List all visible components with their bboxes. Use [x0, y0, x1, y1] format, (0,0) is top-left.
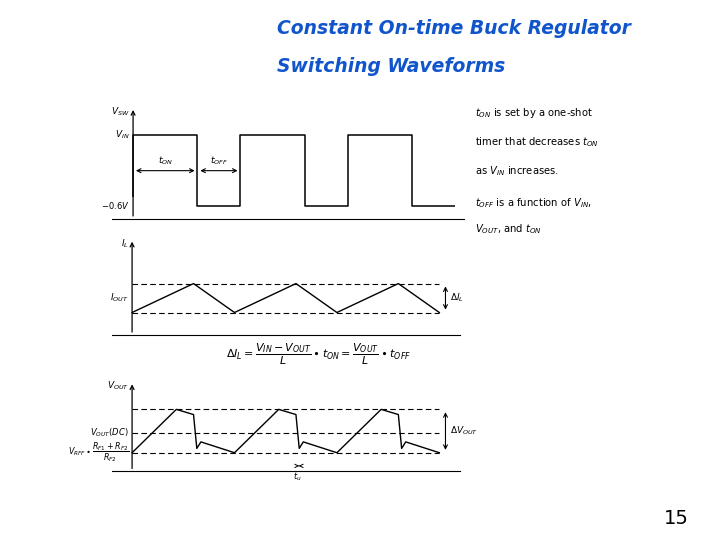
Text: $I_L$: $I_L$ — [121, 238, 129, 250]
Text: $\Delta I_L$: $\Delta I_L$ — [451, 292, 464, 304]
Text: $V_{OUT}$, and $t_{ON}$: $V_{OUT}$, and $t_{ON}$ — [475, 222, 542, 237]
Text: $t_{OFF}$: $t_{OFF}$ — [210, 154, 228, 167]
Text: $V_{RFF} \bullet \dfrac{R_{F1}+R_{F2}}{R_{F2}}$: $V_{RFF} \bullet \dfrac{R_{F1}+R_{F2}}{R… — [68, 441, 129, 464]
Text: $V_{OUT}$: $V_{OUT}$ — [107, 380, 129, 393]
Text: 15: 15 — [663, 509, 688, 528]
Text: timer that decreases $t_{ON}$: timer that decreases $t_{ON}$ — [475, 135, 599, 149]
Text: $V_{SW}$: $V_{SW}$ — [111, 105, 130, 118]
Text: Switching Waveforms: Switching Waveforms — [277, 57, 505, 76]
Text: $I_{OUT}$: $I_{OUT}$ — [110, 292, 129, 304]
Text: $\Delta V_{OUT}$: $\Delta V_{OUT}$ — [451, 425, 479, 437]
Text: $V_{IN}$: $V_{IN}$ — [115, 129, 130, 141]
Text: $t_{OFF}$ is a function of $V_{IN}$,: $t_{OFF}$ is a function of $V_{IN}$, — [475, 195, 592, 210]
Text: $t_{ON}$ is set by a one-shot: $t_{ON}$ is set by a one-shot — [475, 106, 593, 120]
Text: $t_{ON}$: $t_{ON}$ — [158, 154, 173, 167]
Text: $-0.6V$: $-0.6V$ — [101, 200, 130, 211]
Text: $t_u$: $t_u$ — [293, 470, 302, 483]
Text: Constant On-time Buck Regulator: Constant On-time Buck Regulator — [277, 19, 631, 38]
Text: as $V_{IN}$ increases.: as $V_{IN}$ increases. — [475, 164, 559, 178]
Text: $V_{OUT}(DC)$: $V_{OUT}(DC)$ — [90, 427, 129, 440]
Text: $\Delta I_L = \dfrac{V_{IN}-V_{OUT}}{L} \bullet t_{ON} = \dfrac{V_{OUT}}{L} \bul: $\Delta I_L = \dfrac{V_{IN}-V_{OUT}}{L} … — [226, 342, 411, 367]
